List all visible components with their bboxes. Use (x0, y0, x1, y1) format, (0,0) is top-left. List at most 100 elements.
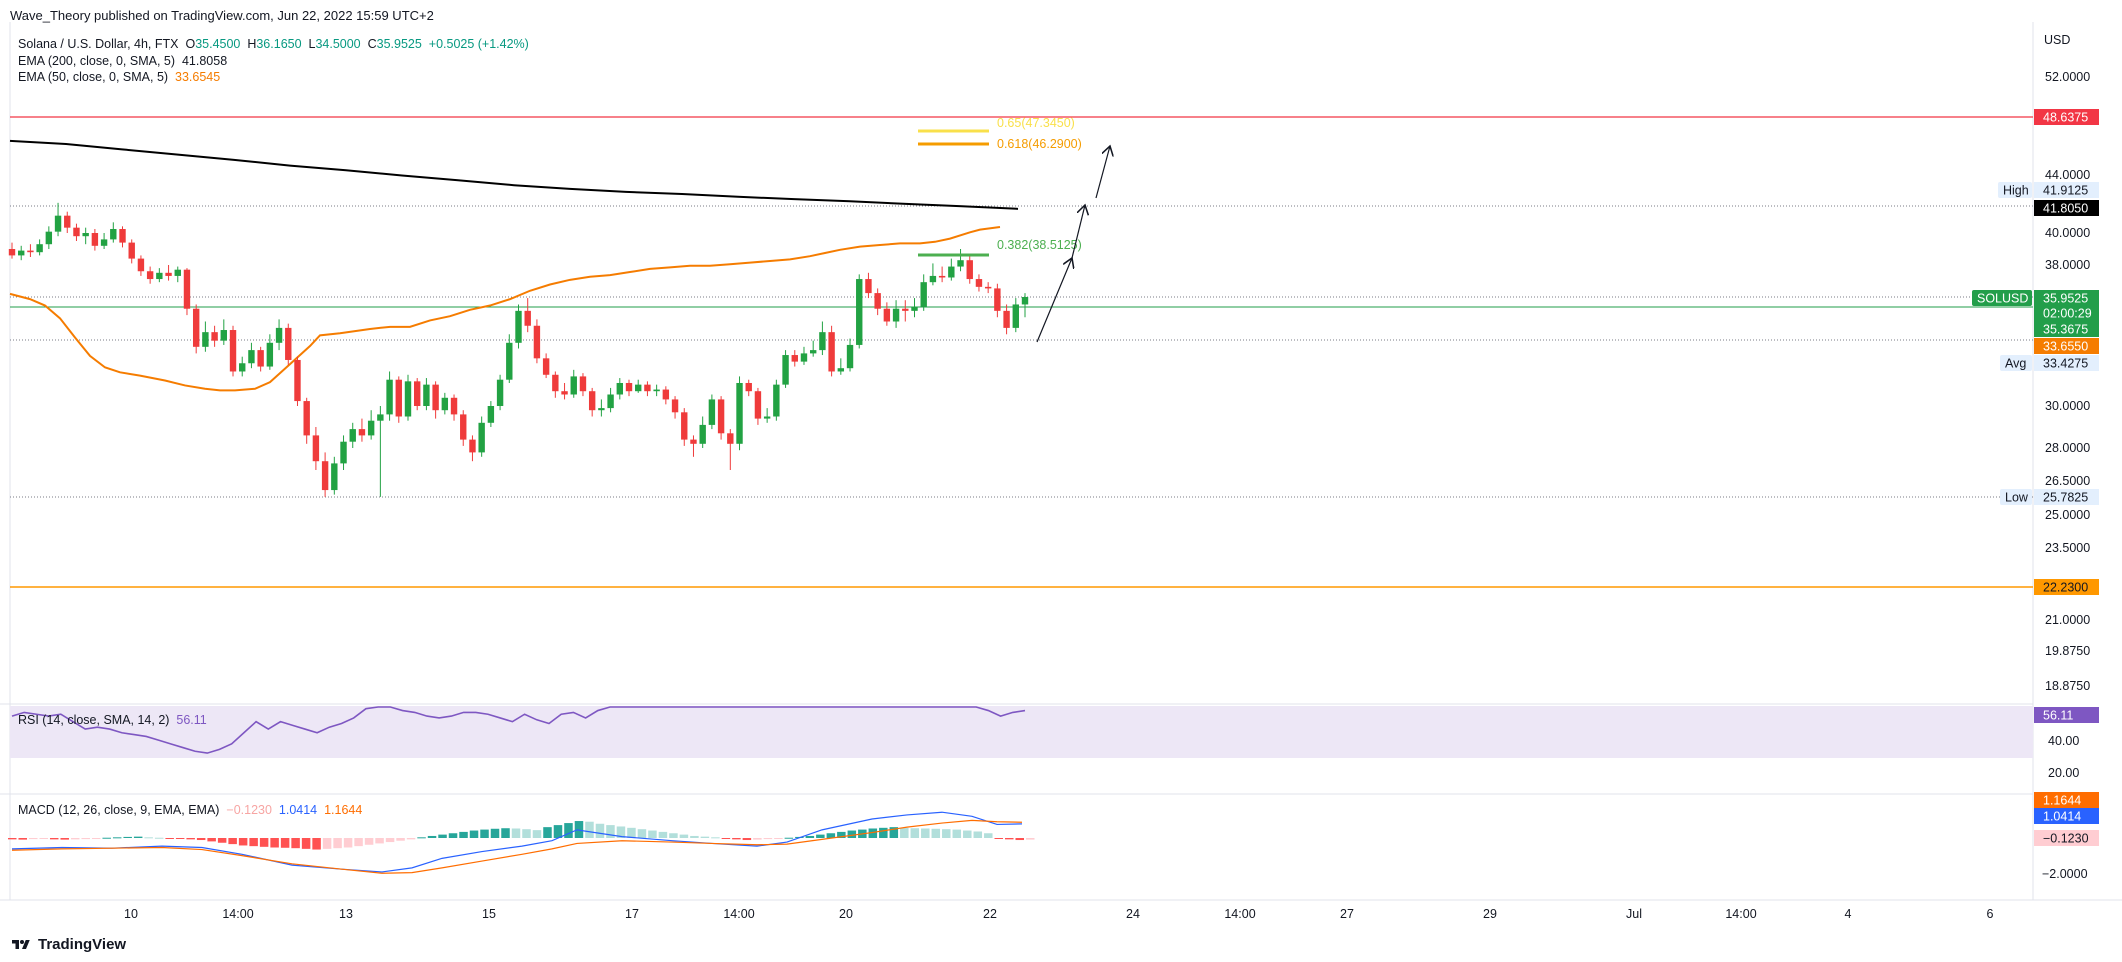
candle-body (782, 355, 789, 385)
macd-signal-tag-text: 1.1644 (2043, 794, 2081, 808)
macd-hist-bar (112, 837, 122, 839)
candle-body (312, 435, 320, 462)
macd-hist-bar (837, 831, 846, 838)
candle-body (478, 422, 485, 453)
rsi-legend: RSI (14, close, SMA, 14, 2) 56.11 (18, 713, 207, 727)
low-price-tag: 25.7825 (2034, 489, 2099, 505)
symbol-name[interactable]: Solana / U.S. Dollar, 4h, FTX (18, 37, 179, 51)
rsi-value-tag-bg (2034, 707, 2099, 723)
fib-level-label: 0.65(47.3450) (997, 116, 1075, 130)
candle (828, 325, 835, 377)
candle-body (165, 272, 172, 276)
macd-hist-bar (931, 828, 941, 838)
macd-hist-bar (574, 821, 584, 838)
candle-body (745, 382, 752, 392)
candle-body (846, 344, 854, 369)
macd-hist-bar (826, 833, 836, 838)
macd-hist-bar (343, 838, 353, 848)
macd-hist-bar (459, 831, 468, 838)
time-axis[interactable]: 10 14:00 13 15 17 14:00 20 22 24 14:00 27 29 Jul 14:0… (124, 907, 1993, 921)
macd-hist-bar (165, 838, 174, 839)
candle (763, 408, 771, 423)
candle-body (607, 394, 614, 409)
price-axis[interactable]: USD 52.0000 44.0000 40.0000 38.0000 30.0000 28… (1972, 33, 2099, 881)
candle-body (984, 286, 992, 289)
candle (174, 266, 181, 283)
candle-body (938, 275, 946, 278)
candle (137, 255, 145, 276)
candle-body (211, 332, 218, 341)
candle (441, 392, 449, 415)
macd-hist-bar (39, 838, 48, 839)
symbol-badge-bg (1972, 290, 2032, 306)
price-tick: 52.0000 (2045, 70, 2090, 84)
candle (119, 226, 126, 248)
rsi-value-tag: 56.11 (2034, 707, 2099, 723)
candle-body (653, 389, 660, 392)
macd-hist-bar (60, 838, 69, 840)
macd-hist-bar (700, 836, 710, 838)
candle-body (202, 332, 209, 347)
tradingview-logo[interactable]: TradingView (10, 936, 126, 953)
candle (367, 410, 375, 440)
candle-body (819, 332, 826, 351)
candle-body (920, 282, 927, 307)
candle-body (248, 350, 255, 364)
candle (874, 288, 881, 316)
candle-body (395, 379, 402, 417)
macd-hist-bar (679, 834, 689, 838)
symbol-badge-text: SOLUSD (1977, 292, 2028, 306)
candle-body (128, 242, 135, 259)
candle (681, 408, 688, 446)
ema200-price-tag-text: 41.8050 (2043, 202, 2088, 216)
macd-hist-bar (658, 831, 668, 838)
rsi-line (11, 706, 1026, 754)
candle-body (708, 399, 716, 425)
time-tick: Jul (1626, 907, 1642, 921)
macd-pane (8, 811, 1035, 874)
candle (460, 410, 467, 446)
candle-body (552, 374, 559, 392)
macd-hist-tag: −0.1230 (2034, 830, 2099, 846)
candle-body (377, 414, 384, 421)
orange-level-price-tag-text: 22.2300 (2043, 581, 2088, 595)
candle (561, 382, 568, 400)
high-price-tag-text: 41.9125 (2043, 184, 2088, 198)
macd-hist-bar (784, 837, 794, 839)
candle-body (460, 414, 467, 440)
candle (533, 319, 541, 364)
macd-hist-bar (396, 838, 405, 841)
candle-body (966, 260, 973, 280)
candle-body (469, 439, 476, 453)
candle (846, 338, 854, 372)
last-price-tag-text: 35.9525 (2043, 292, 2088, 306)
candle (690, 435, 697, 457)
candle (478, 416, 485, 457)
candle-body (542, 358, 550, 375)
time-tick: 15 (482, 907, 496, 921)
candle (662, 386, 670, 405)
macd-hist-bar (910, 828, 920, 838)
candle-body (367, 420, 375, 436)
candle-body (957, 260, 964, 267)
macd-hist-bar (312, 838, 321, 850)
macd-hist-bar (774, 838, 783, 839)
time-tick: 24 (1126, 907, 1140, 921)
candle-body (671, 399, 679, 413)
candle-body (800, 353, 808, 362)
time-tick: 20 (839, 907, 853, 921)
candle (699, 416, 706, 448)
candle-body (303, 401, 310, 436)
candle-body (515, 310, 522, 343)
candle-body (856, 279, 863, 345)
macd-hist-bar (963, 830, 972, 838)
candle-body (1021, 297, 1029, 305)
candle-body (100, 239, 108, 246)
macd-hist-bar (91, 838, 101, 839)
candle (377, 406, 384, 497)
candle (865, 272, 872, 299)
candle-body (174, 269, 181, 276)
candle-body (82, 233, 89, 237)
rsi-value-tag-text: 56.11 (2043, 709, 2073, 723)
